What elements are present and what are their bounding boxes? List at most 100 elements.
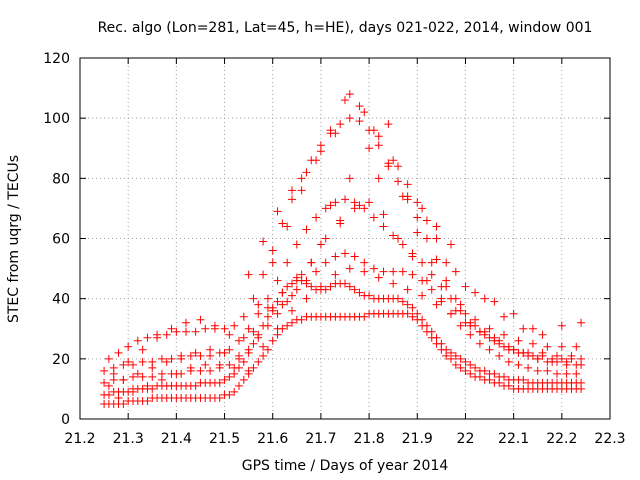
data-point: [297, 186, 306, 195]
data-point: [533, 366, 542, 375]
data-point: [263, 294, 272, 303]
data-point: [389, 231, 398, 240]
data-point: [316, 147, 325, 156]
data-point: [355, 288, 364, 297]
data-point: [451, 306, 460, 315]
data-point: [422, 216, 431, 225]
data-point: [341, 279, 349, 288]
data-point: [133, 369, 142, 378]
data-point: [201, 360, 210, 369]
data-point: [331, 129, 340, 138]
data-point: [500, 312, 508, 321]
data-point: [447, 240, 455, 249]
data-point: [235, 336, 243, 345]
data-point: [244, 324, 253, 333]
data-point: [403, 285, 412, 294]
data-point: [283, 282, 292, 291]
data-point: [273, 324, 282, 333]
data-point: [278, 300, 287, 309]
data-point: [148, 363, 157, 372]
y-axis-label: STEC from uqrg / TECUs: [6, 155, 22, 323]
data-point: [124, 342, 133, 351]
data-point: [355, 102, 364, 111]
data-point: [259, 270, 268, 279]
data-point: [312, 213, 321, 222]
data-point: [148, 384, 157, 393]
data-point: [288, 186, 296, 195]
data-point: [312, 156, 321, 165]
data-point: [495, 336, 504, 345]
data-point: [283, 222, 292, 231]
data-point: [374, 141, 383, 150]
data-point: [466, 330, 475, 339]
data-point: [514, 336, 523, 345]
data-point: [369, 213, 378, 222]
x-tick-label: 22.2: [546, 431, 577, 447]
data-point: [341, 96, 349, 105]
data-point: [519, 324, 528, 333]
data-point: [230, 363, 239, 372]
y-tick-label: 100: [43, 111, 70, 127]
data-point: [427, 270, 436, 279]
data-point: [331, 252, 340, 261]
x-tick-label: 22.3: [594, 431, 625, 447]
data-point: [466, 321, 475, 330]
data-point: [475, 327, 484, 336]
x-tick-label: 21.6: [257, 431, 288, 447]
data-point: [413, 228, 422, 237]
plot-frame: [79, 57, 611, 420]
data-point: [220, 324, 229, 333]
data-point: [413, 309, 422, 318]
x-tick-label: 21.4: [161, 431, 192, 447]
data-point: [172, 327, 181, 336]
data-point: [129, 387, 137, 396]
data-point: [288, 318, 296, 327]
data-point: [374, 174, 383, 183]
data-point: [543, 366, 552, 375]
data-point: [321, 234, 330, 243]
data-point: [263, 303, 272, 312]
data-point: [408, 252, 417, 261]
data-point: [244, 270, 253, 279]
data-point: [172, 369, 181, 378]
data-point: [288, 306, 296, 315]
data-point: [456, 363, 465, 372]
data-point: [422, 234, 431, 243]
data-point: [104, 381, 113, 390]
data-point: [341, 195, 349, 204]
data-point: [514, 360, 523, 369]
data-point: [398, 240, 407, 249]
data-point: [451, 267, 460, 276]
data-point: [215, 360, 224, 369]
data-point: [504, 357, 513, 366]
data-point: [273, 309, 282, 318]
data-point: [278, 219, 287, 228]
data-point: [259, 342, 268, 351]
data-point: [389, 156, 398, 165]
data-point: [538, 348, 547, 357]
data-point: [239, 312, 248, 321]
data-point: [129, 372, 137, 381]
data-point: [215, 378, 224, 387]
data-point: [451, 294, 460, 303]
data-point: [124, 357, 133, 366]
x-tick-label: 22.1: [498, 431, 529, 447]
data-point: [191, 327, 200, 336]
data-point: [196, 315, 205, 324]
data-point: [369, 126, 378, 135]
data-point: [235, 381, 243, 390]
data-point: [104, 354, 113, 363]
data-point: [263, 312, 272, 321]
data-point: [283, 258, 292, 267]
data-point: [288, 291, 296, 300]
data-point: [104, 390, 113, 399]
data-point: [475, 339, 484, 348]
data-point: [273, 207, 282, 216]
data-point: [254, 300, 263, 309]
data-point: [394, 162, 402, 171]
x-tick-label: 21.2: [64, 431, 95, 447]
data-point: [316, 240, 325, 249]
data-point: [442, 345, 451, 354]
data-point: [365, 291, 374, 300]
